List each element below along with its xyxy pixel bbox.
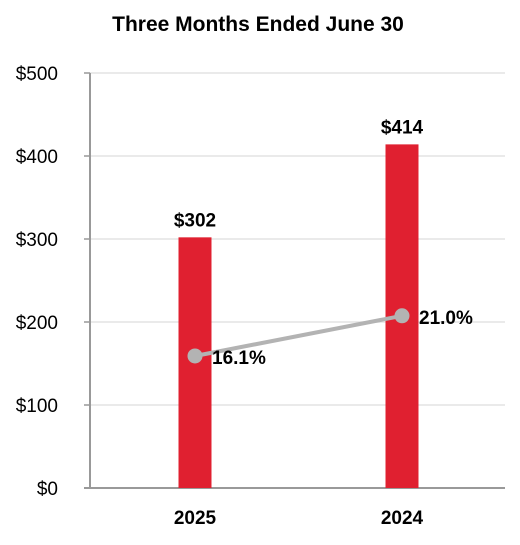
y-tick-label: $400 — [16, 147, 58, 168]
x-tick-label: 2025 — [174, 508, 217, 529]
y-tick-label: $300 — [16, 230, 58, 251]
percent-line-segment — [194, 313, 403, 358]
percent-point — [394, 308, 410, 324]
x-tick-label: 2024 — [381, 508, 424, 529]
grid-lines — [90, 72, 505, 406]
percent-label: 21.0% — [419, 308, 473, 329]
bar-value-label: $302 — [174, 210, 216, 231]
bars — [178, 144, 419, 488]
chart-title: Three Months Ended June 30 — [112, 13, 404, 36]
percent-point — [187, 348, 203, 364]
bar-value-label: $414 — [381, 117, 424, 138]
y-tick-label: $0 — [37, 479, 58, 500]
percent-label: 16.1% — [212, 348, 266, 369]
y-tick-label: $200 — [16, 313, 58, 334]
y-tick-label: $500 — [16, 64, 58, 85]
axes: $0 $100 $200 $300 $400 $500 2025 2024 — [16, 64, 505, 529]
percent-line — [187, 308, 410, 364]
data-labels: $302 $414 16.1% 21.0% — [174, 117, 473, 369]
y-tick-label: $100 — [16, 396, 58, 417]
